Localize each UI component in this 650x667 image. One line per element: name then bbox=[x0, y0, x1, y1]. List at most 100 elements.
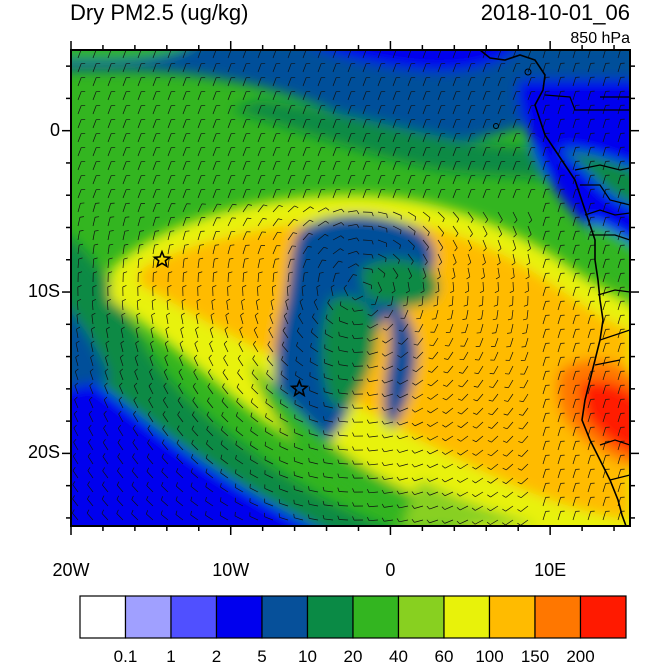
wind-barb bbox=[152, 77, 157, 87]
wind-barb-flag bbox=[453, 262, 457, 266]
wind-barb-flag bbox=[148, 396, 152, 401]
wind-barb bbox=[452, 281, 455, 291]
wind-barb-flag bbox=[411, 422, 416, 427]
wind-barb bbox=[182, 203, 187, 213]
wind-barb bbox=[103, 428, 109, 437]
wind-barb-flag bbox=[319, 272, 324, 274]
wind-barb bbox=[362, 119, 367, 129]
wind-barb-flag bbox=[440, 247, 444, 252]
wind-barb bbox=[309, 418, 319, 423]
wind-barb bbox=[542, 91, 546, 101]
wind-barb bbox=[182, 133, 187, 143]
wind-barb-flag bbox=[76, 326, 81, 330]
wind-barb-flag bbox=[266, 355, 270, 360]
wind-barb bbox=[72, 456, 79, 465]
wind-barb bbox=[347, 263, 357, 269]
wind-barb-flag bbox=[175, 510, 178, 515]
wind-barb bbox=[450, 309, 454, 319]
wind-barb bbox=[87, 484, 94, 493]
wind-barb bbox=[369, 491, 379, 494]
wind-barb-flag bbox=[396, 421, 400, 426]
wind-barb-flag bbox=[343, 284, 347, 289]
wind-barb-flag bbox=[512, 248, 517, 252]
wind-barb bbox=[103, 413, 109, 423]
star-marker bbox=[152, 249, 172, 268]
wind-barb-flag bbox=[279, 413, 281, 418]
wind-barb bbox=[104, 385, 109, 395]
wind-barb-flag bbox=[163, 368, 168, 373]
wind-barb-flag bbox=[86, 509, 90, 514]
wind-barb bbox=[587, 91, 591, 101]
wind-barb bbox=[239, 329, 244, 339]
wind-barb bbox=[452, 225, 459, 234]
wind-barb-flag bbox=[134, 368, 138, 372]
wind-barb bbox=[131, 485, 139, 493]
wind-barb bbox=[107, 217, 111, 227]
wind-barb bbox=[422, 161, 427, 171]
wind-barb bbox=[475, 435, 484, 443]
wind-barb bbox=[572, 497, 576, 507]
wind-barb bbox=[482, 225, 488, 235]
wind-barb bbox=[542, 63, 546, 73]
wind-barb-flag bbox=[177, 397, 181, 401]
wind-barb bbox=[287, 232, 294, 241]
colorbar-label: 20 bbox=[343, 647, 363, 666]
wind-barb bbox=[362, 175, 367, 185]
wind-barb bbox=[176, 443, 184, 451]
wind-barb bbox=[602, 91, 606, 101]
wind-barb bbox=[377, 189, 382, 199]
wind-barb bbox=[107, 105, 112, 115]
wind-barb-flag bbox=[73, 410, 78, 415]
wind-barb-flag bbox=[396, 408, 400, 412]
wind-barb-flag bbox=[120, 340, 125, 344]
wind-barb bbox=[167, 217, 172, 227]
wind-barb bbox=[182, 217, 187, 227]
wind-barb-flag bbox=[352, 418, 355, 423]
wind-barb bbox=[107, 175, 112, 185]
wind-barb bbox=[362, 239, 373, 241]
wind-barb bbox=[452, 133, 457, 143]
wind-barb bbox=[242, 119, 247, 129]
wind-barb-flag bbox=[528, 234, 532, 238]
wind-barb-flag bbox=[193, 354, 198, 359]
wind-barb bbox=[197, 119, 202, 129]
wind-barb-flag bbox=[139, 230, 144, 232]
wind-barb bbox=[152, 259, 155, 269]
wind-barb-flag bbox=[310, 206, 314, 210]
wind-barb bbox=[399, 407, 409, 412]
wind-barb-flag bbox=[192, 397, 196, 401]
wind-barb bbox=[167, 91, 172, 101]
wind-barb bbox=[294, 418, 304, 423]
wind-barb bbox=[505, 519, 514, 526]
wind-barb bbox=[220, 486, 229, 493]
wind-barb bbox=[362, 63, 367, 73]
wind-barb-flag bbox=[199, 244, 204, 246]
wind-barb bbox=[147, 428, 154, 437]
wind-barb bbox=[264, 473, 274, 479]
wind-barb bbox=[265, 402, 274, 409]
wind-barb-flag bbox=[165, 340, 169, 344]
wind-barb-flag bbox=[109, 230, 114, 232]
wind-barb-flag bbox=[139, 243, 144, 246]
wind-barb-flag bbox=[442, 411, 447, 414]
wind-barb bbox=[77, 147, 82, 157]
wind-barb-flag bbox=[510, 276, 515, 280]
wind-barb bbox=[587, 77, 591, 87]
wind-barb-flag bbox=[396, 518, 400, 523]
wind-barb bbox=[287, 77, 292, 87]
wind-barb bbox=[253, 329, 259, 339]
wind-barb bbox=[391, 295, 394, 305]
wind-barb bbox=[167, 119, 172, 129]
wind-barb bbox=[369, 337, 379, 342]
wind-barb bbox=[178, 386, 184, 395]
wind-barb bbox=[257, 77, 262, 87]
wind-barb bbox=[332, 91, 337, 101]
wind-barb-flag bbox=[411, 491, 415, 495]
wind-barb bbox=[520, 491, 529, 499]
wind-barb bbox=[107, 189, 112, 199]
wind-barb bbox=[404, 309, 409, 319]
colorbar-swatch bbox=[261, 595, 309, 639]
wind-barb bbox=[587, 119, 591, 129]
wind-barb bbox=[602, 455, 606, 465]
wind-barb-flag bbox=[92, 285, 97, 288]
